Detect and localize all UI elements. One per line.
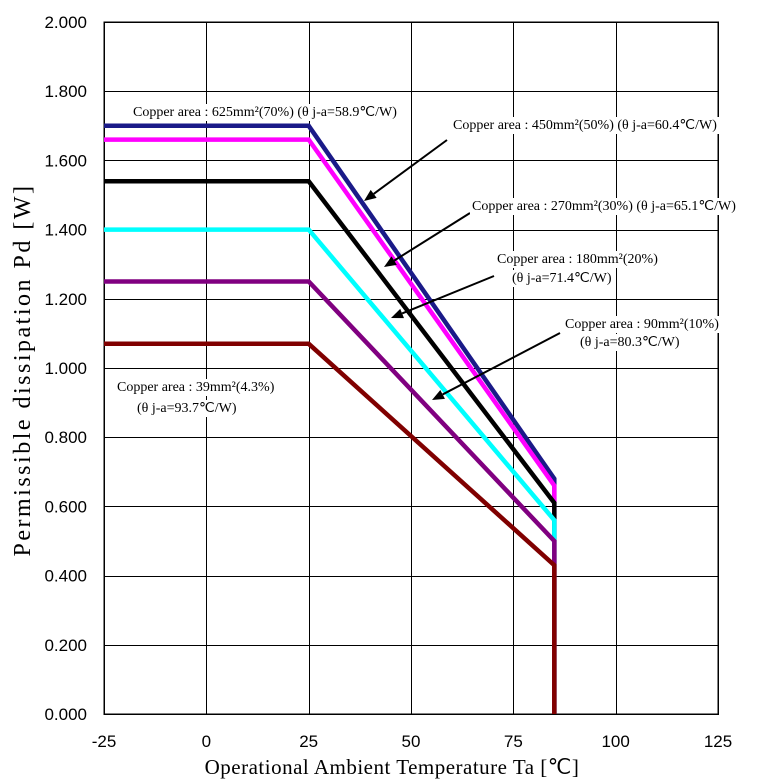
x-tick-label: 50	[402, 732, 421, 751]
annotation-background	[510, 270, 614, 287]
arrow-shaft	[442, 332, 561, 396]
annotation-background	[451, 117, 720, 134]
y-tick-label: 0.200	[44, 636, 87, 655]
y-tick-label: 1.000	[44, 359, 87, 378]
y-tick-label: 2.000	[44, 13, 87, 32]
annotation-background	[470, 198, 739, 215]
x-axis-title: Operational Ambient Temperature Ta [℃]	[205, 755, 580, 779]
annotation-label: Copper area : 270mm²(30%) (θ j-a=65.1℃/W…	[470, 198, 739, 215]
y-tick-labels: 0.000 0.200 0.400 0.600 0.800 1.000 1.200 1.400…	[44, 13, 87, 724]
annotation-text: (θ j-a=71.4℃/W)	[512, 271, 612, 286]
annotation-text: Copper area : 39mm²(4.3%)	[117, 380, 275, 395]
arrow-head	[432, 390, 445, 400]
x-tick-label: 100	[601, 732, 629, 751]
series-line-6	[104, 341, 557, 714]
annotation-text: Copper area : 450mm²(50%) (θ j-a=60.4℃/W…	[453, 118, 717, 133]
y-axis-title: Permissible dissipation Pd [W]	[10, 184, 36, 557]
arrow-shaft	[393, 212, 471, 262]
y-tick-label: 1.200	[44, 290, 87, 309]
annotation-arrow	[384, 212, 471, 267]
annotation-arrow	[432, 332, 561, 400]
x-tick-labels: -25 0 25 50 75 100 125	[92, 732, 732, 751]
annotation-background	[563, 316, 722, 333]
annotation-text: Copper area : 180mm²(20%)	[497, 252, 658, 267]
annotation-background	[115, 379, 277, 396]
annotation-text: Copper area : 625mm²(70%) (θ j-a=58.9℃/W…	[133, 105, 397, 120]
annotation-arrows	[364, 139, 561, 400]
arrow-shaft	[373, 139, 448, 195]
annotation-label: Copper area : 180mm²(20%) (θ j-a=71.4℃/W)	[495, 251, 661, 287]
y-tick-label: 0.400	[44, 567, 87, 586]
x-tick-label: 25	[299, 732, 318, 751]
annotation-label: Copper area : 625mm²(70%) (θ j-a=58.9℃/W…	[131, 104, 400, 121]
x-tick-label: 0	[202, 732, 211, 751]
annotation-label: Copper area : 90mm²(10%) (θ j-a=80.3℃/W)	[563, 316, 722, 351]
arrow-head	[384, 256, 397, 267]
y-tick-label: 0.000	[44, 705, 87, 724]
y-tick-label: 1.400	[44, 221, 87, 240]
annotation-text: (θ j-a=80.3℃/W)	[580, 335, 680, 350]
annotation-arrow	[364, 139, 448, 201]
arrow-head	[391, 308, 404, 319]
x-tick-label: -25	[92, 732, 117, 751]
plot-border	[103, 21, 719, 715]
arrow-shaft	[401, 275, 495, 315]
annotation-text: Copper area : 90mm²(10%)	[565, 317, 719, 332]
annotation-arrow	[391, 275, 495, 319]
arrow-head	[364, 189, 377, 201]
annotation-background	[495, 251, 661, 268]
annotation-text: (θ j-a=93.7℃/W)	[137, 401, 237, 416]
annotation-background	[131, 104, 400, 121]
annotation-label: Copper area : 450mm²(50%) (θ j-a=60.4℃/W…	[451, 117, 720, 134]
x-tick-label: 125	[704, 732, 732, 751]
annotation-background	[578, 334, 682, 351]
y-tick-label: 1.600	[44, 151, 87, 170]
annotation-text: Copper area : 270mm²(30%) (θ j-a=65.1℃/W…	[472, 199, 736, 214]
x-tick-label: 75	[504, 732, 523, 751]
y-tick-label: 0.800	[44, 428, 87, 447]
y-tick-label: 1.800	[44, 82, 87, 101]
annotation-background	[135, 400, 239, 417]
annotation-label: Copper area : 39mm²(4.3%) (θ j-a=93.7℃/W)	[115, 379, 277, 417]
y-tick-label: 0.600	[44, 497, 87, 516]
annotation-labels: Copper area : 625mm²(70%) (θ j-a=58.9℃/W…	[115, 104, 739, 417]
